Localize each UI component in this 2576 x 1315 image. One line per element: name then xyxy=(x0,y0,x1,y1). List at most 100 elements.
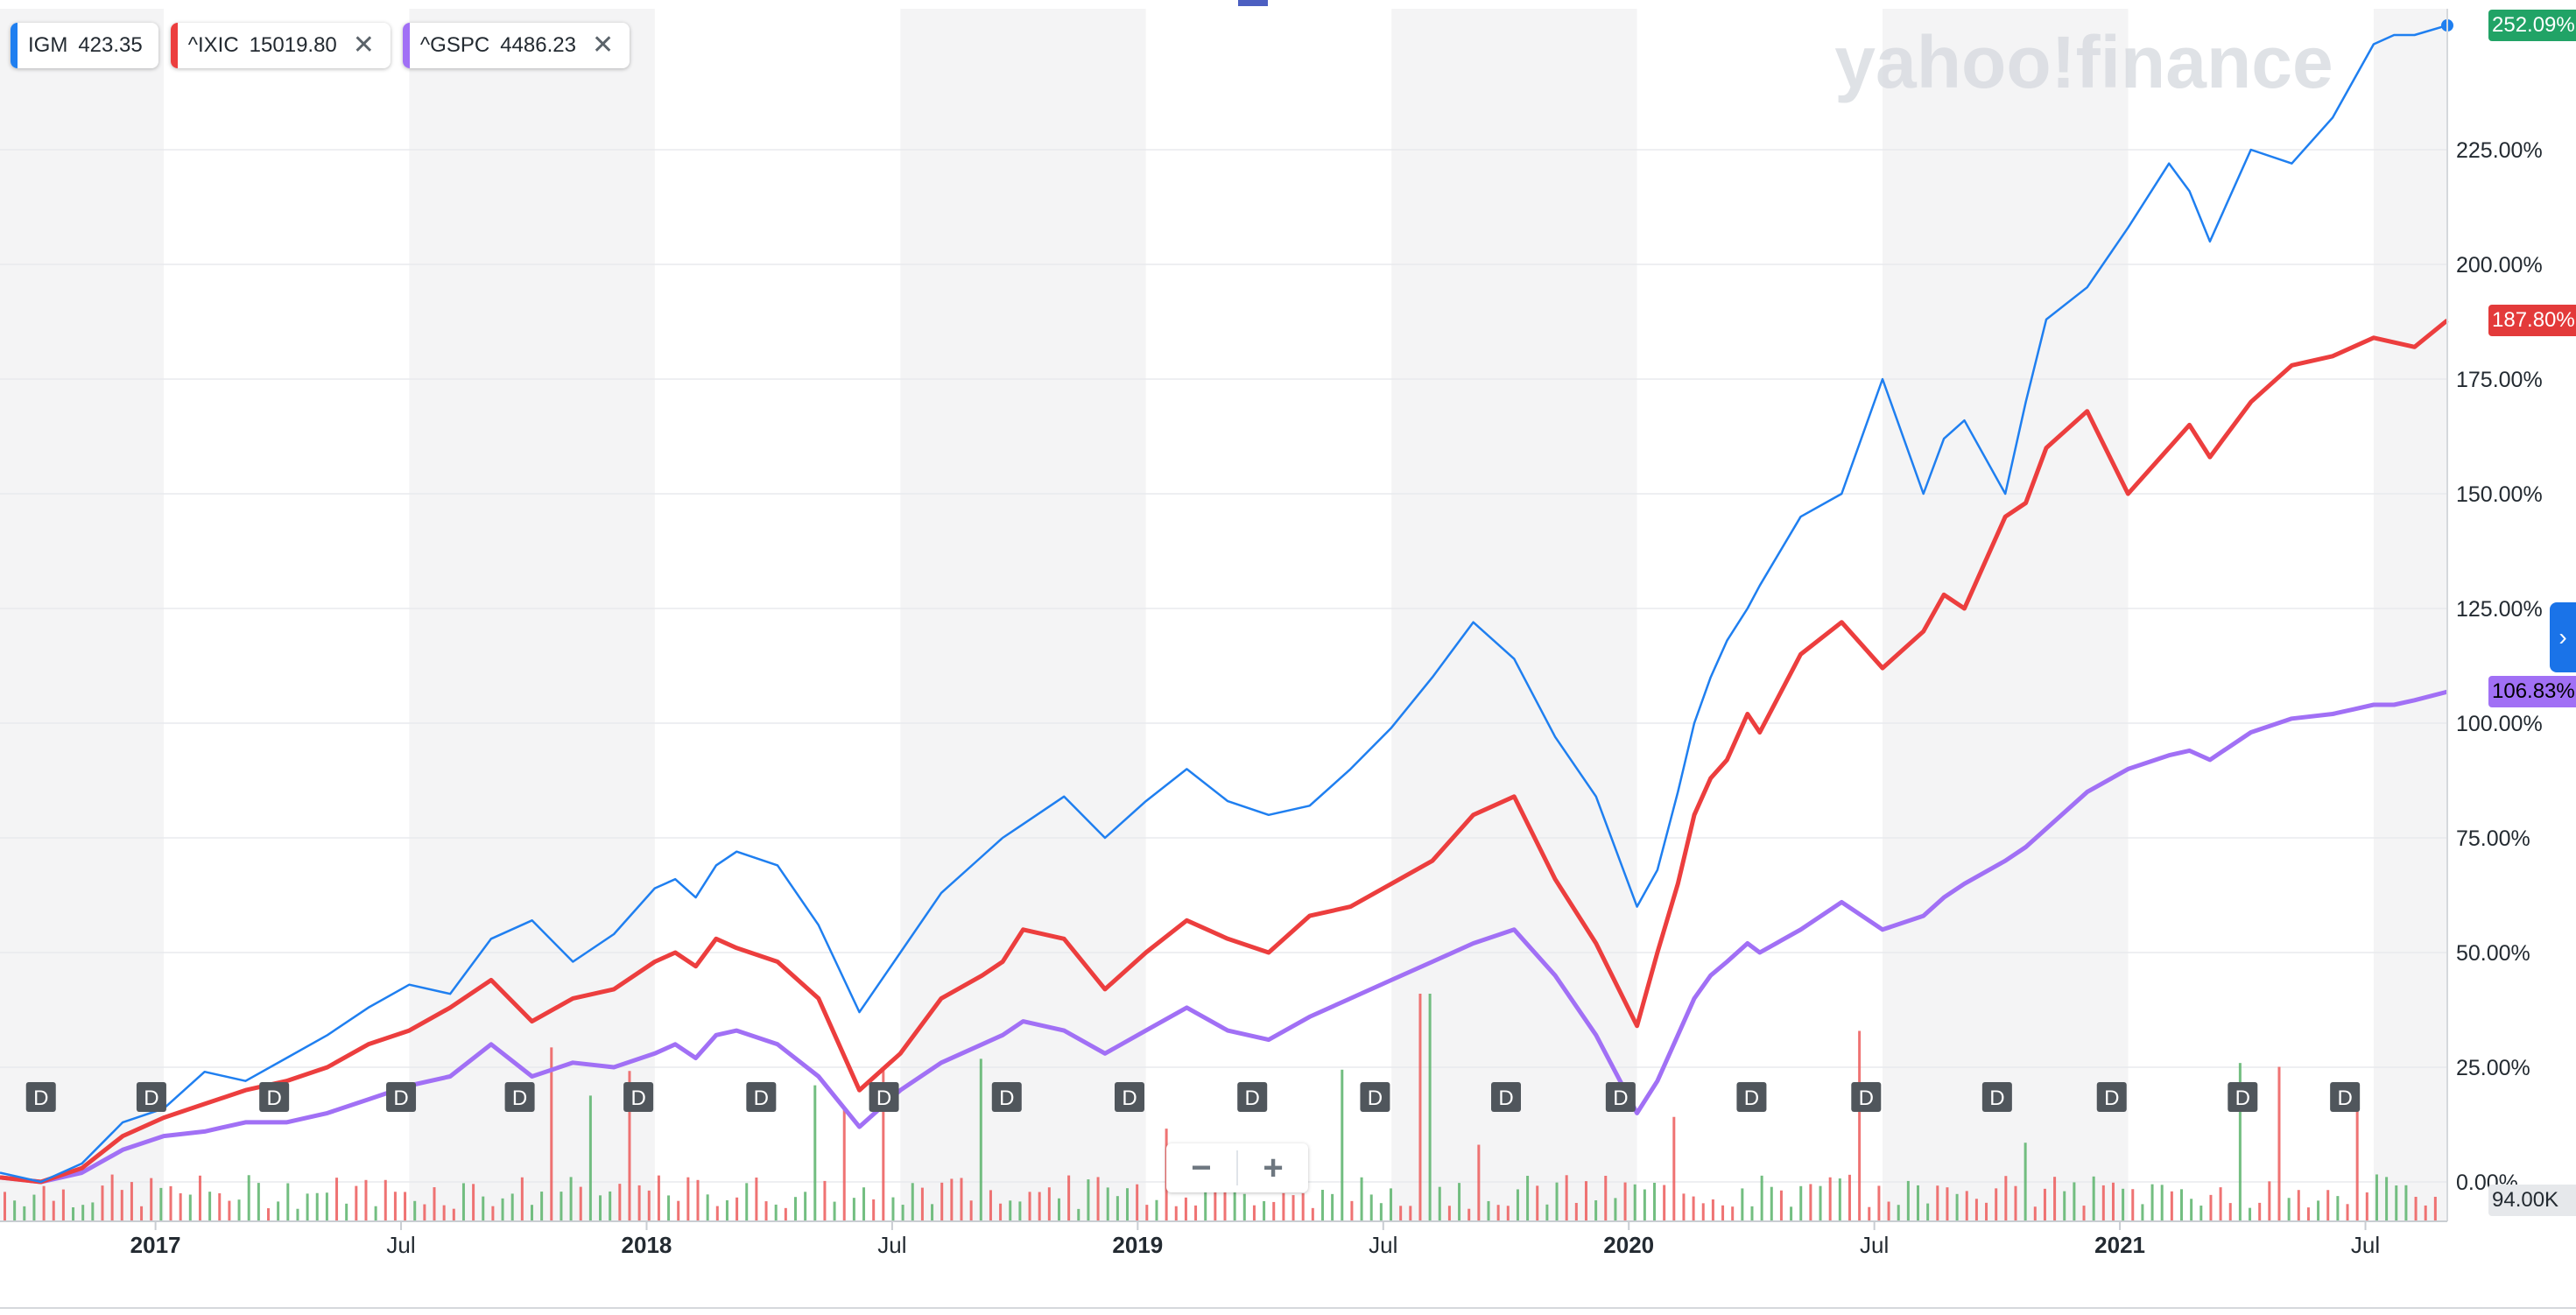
volume-bar xyxy=(852,1198,855,1221)
volume-bar xyxy=(1858,1030,1862,1221)
dividend-marker-box xyxy=(1237,1082,1268,1112)
dividend-marker: D xyxy=(1115,1082,1144,1112)
volume-bar xyxy=(588,1095,592,1221)
volume-bar xyxy=(2424,1205,2427,1221)
volume-bar xyxy=(1604,1176,1608,1221)
volume-bar xyxy=(1399,1206,1403,1221)
volume-bar xyxy=(1047,1187,1051,1221)
volume-bar xyxy=(979,1058,982,1221)
volume-bar xyxy=(1477,1144,1481,1221)
volume-bar xyxy=(569,1177,573,1221)
volume-bar xyxy=(1096,1177,1100,1221)
volume-bar xyxy=(647,1190,651,1221)
expand-panel-button[interactable]: › xyxy=(2550,602,2576,672)
volume-bar xyxy=(2033,1206,2037,1221)
legend-symbol: ^IXIC xyxy=(187,33,239,57)
volume-bar xyxy=(198,1175,201,1221)
volume-bar xyxy=(1155,1199,1158,1221)
volume-bar xyxy=(1223,1183,1227,1221)
dividend-marker-box xyxy=(991,1082,1022,1112)
x-tick-label: 2020 xyxy=(1603,1232,1654,1258)
dividend-marker: D xyxy=(1491,1082,1521,1112)
y-tick-label: 150.00% xyxy=(2456,482,2543,507)
volume-bar xyxy=(960,1178,963,1221)
volume-bar xyxy=(1379,1203,1383,1221)
volume-bar xyxy=(667,1195,671,1221)
volume-bar xyxy=(2433,1196,2437,1221)
volume-bar xyxy=(1897,1205,1900,1221)
legend-chip-igm[interactable]: IGM 423.35 xyxy=(11,23,158,68)
dividend-marker-label: D xyxy=(393,1086,408,1110)
volume-bar xyxy=(2141,1204,2144,1221)
volume-bar xyxy=(1447,1206,1451,1221)
volume-bar xyxy=(1174,1206,1178,1221)
y-axis: 0.00%25.00%50.00%75.00%100.00%125.00%150… xyxy=(2446,9,2543,1221)
volume-bar xyxy=(1272,1201,1276,1221)
volume-bar xyxy=(364,1179,368,1221)
y-tick-label: 25.00% xyxy=(2456,1056,2530,1080)
volume-bar xyxy=(52,1200,55,1221)
volume-bar xyxy=(784,1207,787,1221)
volume-label: 94.00K xyxy=(2488,1185,2576,1216)
dividend-marker-label: D xyxy=(999,1086,1014,1110)
volume-bar xyxy=(1545,1204,1549,1221)
legend-chip-gspc[interactable]: ^GSPC 4486.23 ✕ xyxy=(402,23,630,68)
volume-bar xyxy=(999,1203,1003,1221)
volume-bar xyxy=(618,1184,622,1221)
volume-bar xyxy=(393,1192,397,1221)
dividend-marker: D xyxy=(136,1082,166,1112)
volume-bar xyxy=(2326,1190,2330,1221)
volume-bar xyxy=(1320,1190,1324,1221)
volume-bar xyxy=(560,1192,563,1221)
volume-bar xyxy=(989,1190,992,1221)
legend-chip-ixic[interactable]: ^IXIC 15019.80 ✕ xyxy=(170,23,391,68)
dividend-marker-label: D xyxy=(1245,1086,1260,1110)
volume-bar xyxy=(1779,1190,1783,1221)
legend-value: 423.35 xyxy=(78,33,143,57)
volume-bar xyxy=(2346,1204,2349,1221)
volume-bar xyxy=(1760,1175,1763,1221)
volume-bar xyxy=(1877,1185,1881,1221)
volume-bar xyxy=(1194,1205,1198,1221)
volume-bar xyxy=(2190,1199,2193,1221)
volume-bar xyxy=(833,1201,836,1221)
volume-bar xyxy=(1672,1116,1676,1221)
volume-bar xyxy=(1887,1201,1890,1221)
volume-bar xyxy=(1623,1182,1627,1221)
dividend-marker-box xyxy=(1115,1082,1144,1112)
volume-bar xyxy=(540,1192,544,1221)
zoom-in-button[interactable]: + xyxy=(1263,1149,1284,1187)
volume-bar xyxy=(404,1192,407,1221)
close-icon[interactable]: ✕ xyxy=(591,31,615,60)
volume-bar xyxy=(2268,1181,2271,1221)
volume-bar xyxy=(110,1174,114,1221)
volume-bar xyxy=(550,1047,553,1221)
volume-bar xyxy=(1467,1208,1471,1221)
volume-bar xyxy=(862,1187,866,1221)
volume-bar xyxy=(911,1183,914,1221)
volume-bar xyxy=(345,1203,348,1221)
volume-bar xyxy=(335,1178,339,1221)
zoom-out-button[interactable]: − xyxy=(1191,1149,1212,1187)
volume-bar xyxy=(2258,1202,2262,1221)
dividend-marker-label: D xyxy=(2104,1086,2119,1110)
volume-bar xyxy=(384,1179,387,1221)
yahoo-finance-watermark: yahoo!finance xyxy=(1834,21,2333,103)
dividend-marker-box xyxy=(386,1082,417,1112)
y-tick-label: 125.00% xyxy=(2456,597,2543,622)
dividend-marker: D xyxy=(991,1082,1022,1112)
x-tick-label: 2021 xyxy=(2094,1232,2145,1258)
volume-bar xyxy=(1292,1195,1295,1221)
volume-bar xyxy=(1955,1193,1959,1221)
volume-bar xyxy=(1868,1206,1871,1221)
close-icon[interactable]: ✕ xyxy=(352,31,375,60)
volume-bar xyxy=(920,1187,924,1221)
dividend-marker-label: D xyxy=(2235,1086,2250,1110)
volume-bar xyxy=(2023,1143,2027,1221)
volume-bar xyxy=(735,1197,739,1221)
volume-bar xyxy=(2277,1066,2281,1221)
dividend-marker: D xyxy=(1736,1082,1767,1112)
volume-bar xyxy=(2395,1185,2398,1221)
